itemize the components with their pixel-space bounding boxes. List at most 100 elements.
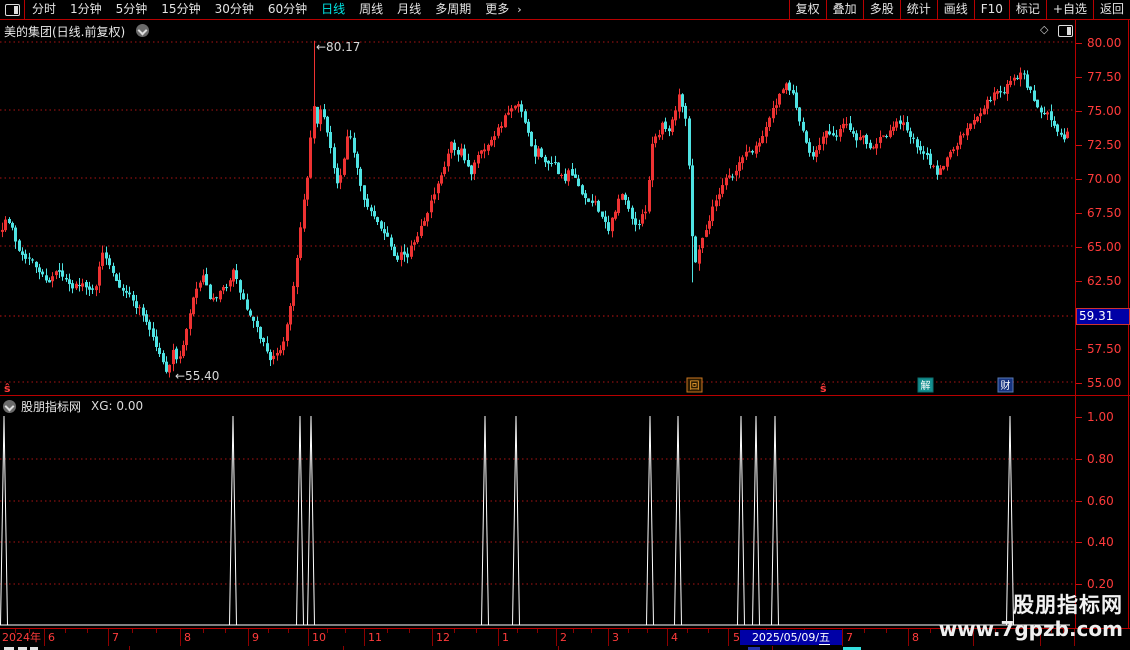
axis-tick: [1076, 43, 1082, 44]
period-tab-8[interactable]: 周线: [359, 2, 384, 16]
month-divider: [44, 629, 45, 646]
current-price-badge: 59.31: [1076, 308, 1130, 325]
signal-spike: [307, 415, 315, 626]
watermark: 股朋指标网 www.7gpzb.com: [939, 593, 1123, 641]
finance-marker-icon[interactable]: [997, 377, 1014, 393]
month-label: 4: [671, 631, 678, 644]
tool-menu-item-2[interactable]: 叠加: [825, 0, 863, 19]
chevron-down-icon[interactable]: [3, 399, 16, 413]
news-marker-icon[interactable]: [686, 377, 703, 393]
cut-divider: [343, 646, 344, 650]
day-tick: [132, 629, 133, 633]
signal-spike: [674, 415, 682, 626]
month-label: 5: [733, 631, 740, 644]
period-tab-2[interactable]: 1分钟: [70, 2, 102, 16]
signal-spike: [646, 415, 654, 626]
month-divider: [842, 629, 843, 646]
month-label: 9: [252, 631, 259, 644]
month-divider: [728, 629, 729, 646]
period-tab-7[interactable]: 日线: [321, 2, 346, 16]
indicator-header: 股朋指标网 XG: 0.00: [3, 399, 143, 414]
period-tab-10[interactable]: 多周期: [435, 2, 472, 16]
month-divider: [364, 629, 365, 646]
selected-date-badge: 2025/05/09/五: [740, 630, 842, 645]
chart-title: 美的集团(日线.前复权): [4, 25, 126, 39]
signal-s-marker: ŝ: [820, 382, 827, 395]
candlesticks: [1, 40, 1069, 378]
selected-date-weekday: 五: [819, 631, 831, 645]
period-tab-9[interactable]: 月线: [397, 2, 422, 16]
month-label: 2: [560, 631, 567, 644]
day-tick: [1063, 629, 1064, 633]
month-label: 8: [912, 631, 919, 644]
period-tab-11[interactable]: 更多: [485, 2, 510, 16]
finance-marker-icon-glyph: 财: [1001, 379, 1011, 392]
axis-tick: [1076, 213, 1082, 214]
tool-menu-item-1[interactable]: 复权: [788, 0, 826, 19]
price-axis-label: 77.50: [1087, 70, 1122, 84]
signal-s-marker: ŝ: [4, 382, 11, 395]
axis-tick: [1076, 281, 1082, 282]
signal-spike: [481, 415, 489, 626]
period-tab-3[interactable]: 5分钟: [115, 2, 148, 16]
selected-date-text: 2025/05/09/: [751, 631, 820, 644]
period-tab-1[interactable]: 分时: [32, 2, 57, 16]
tool-menu-item-5[interactable]: 画线: [936, 0, 974, 19]
cut-text-fragment: [4, 647, 14, 650]
unlock-marker-icon-glyph: 解: [921, 379, 931, 392]
signal-spike: [771, 415, 779, 626]
axis-tick: [1076, 459, 1082, 460]
chevron-down-icon[interactable]: [136, 24, 149, 37]
date-axis[interactable]: 2024年 6 7 8 9 10 11 12 1 2 3 4 5 7 8 2025/05/09/五: [0, 628, 1130, 647]
indicator-axis-label: 0.20: [1087, 577, 1114, 591]
top-menu-bar: 分时 1分钟 5分钟 15分钟 30分钟 60分钟 日线 周线 月线 多周期 更多 › 复权 叠加 多股统…: [0, 0, 1130, 20]
tool-menu-item-9[interactable]: 返回: [1092, 0, 1130, 19]
candlestick-chart: ←80.17 ←55.40 ŝ 回 ŝ 解 财: [0, 40, 1075, 395]
month-divider: [180, 629, 181, 646]
day-tick: [1018, 629, 1019, 633]
day-tick: [864, 629, 865, 633]
axis-line: [1075, 19, 1076, 628]
signal-spike: [752, 415, 760, 626]
day-tick: [628, 629, 629, 633]
chart-title-bar: 美的集团(日线.前复权) ◇: [0, 20, 1074, 40]
unlock-marker-icon[interactable]: [917, 377, 934, 393]
period-tab-6[interactable]: 60分钟: [267, 2, 308, 16]
period-tab-5[interactable]: 30分钟: [214, 2, 254, 16]
month-label: 11: [368, 631, 382, 644]
axis-tick: [1076, 145, 1082, 146]
indicator-axis-label: 0.80: [1087, 452, 1114, 466]
signal-spike: [0, 415, 8, 626]
axis-tick: [1076, 349, 1082, 350]
diamond-icon[interactable]: ◇: [1040, 23, 1049, 36]
day-tick: [409, 629, 410, 633]
tool-menu-item-6[interactable]: F10: [973, 0, 1009, 19]
day-tick: [537, 629, 538, 633]
day-tick: [387, 629, 388, 633]
price-gridlines: [0, 41, 1075, 383]
tool-menu-item-7[interactable]: 标记: [1008, 0, 1046, 19]
signal-spike: [1006, 415, 1014, 626]
day-tick: [647, 629, 648, 633]
indicator-axis-label: 1.00: [1087, 410, 1114, 424]
day-tick: [454, 629, 455, 633]
split-panel-icon[interactable]: [1058, 25, 1073, 37]
period-tab-4[interactable]: 15分钟: [161, 2, 201, 16]
day-tick: [65, 629, 66, 633]
low-annotation: ←55.40: [175, 369, 219, 383]
day-tick: [345, 629, 346, 633]
day-tick: [517, 629, 518, 633]
cut-divider: [772, 646, 773, 650]
month-divider: [973, 629, 974, 646]
layout-toggle-button[interactable]: [0, 0, 25, 19]
axis-tick: [1076, 111, 1082, 112]
axis-tick: [1076, 179, 1082, 180]
tool-menu-item-3[interactable]: 多股: [862, 0, 900, 19]
indicator-name: 股朋指标网: [21, 399, 82, 414]
signal-indicator-chart: [0, 415, 1075, 626]
tool-menu-item-4[interactable]: 统计: [899, 0, 937, 19]
month-label: 3: [612, 631, 619, 644]
axis-tick: [1076, 584, 1082, 585]
tool-menu-item-8[interactable]: +自选: [1045, 0, 1093, 19]
